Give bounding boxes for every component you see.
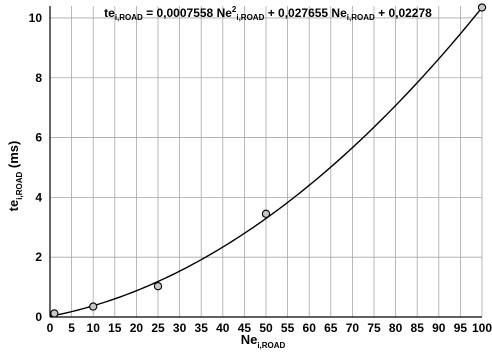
y-tick-label: 4 [35,190,42,204]
y-tick-label: 8 [35,71,42,85]
y-tick-label: 6 [35,131,42,145]
x-tick-label: 40 [216,321,230,335]
equation-subscript-2: i,ROAD [347,13,375,22]
x-tick-label: 50 [259,321,273,335]
x-tick-label: 20 [130,321,144,335]
x-axis-title-subscript: i,ROAD [257,341,285,350]
x-tick-label: 100 [472,321,492,335]
trendline-group [49,7,483,318]
x-tick-label: 75 [367,321,381,335]
x-tick-label: 65 [324,321,338,335]
x-tick-label: 25 [151,321,165,335]
data-point [153,282,163,291]
equation-part-2: + 0,027655 Ne [264,6,347,20]
data-points [50,3,487,318]
x-tick-label: 5 [68,321,75,335]
x-tick-label: 60 [303,321,317,335]
data-point [261,209,271,218]
x-axis-title: Nei,ROAD [241,332,286,350]
plot-frame [49,6,482,318]
x-tick-label: 15 [108,321,122,335]
x-tick-label: 80 [389,321,403,335]
equation-label: tei,ROAD = 0,0007558 Ne2i,ROAD + 0,02765… [104,5,432,22]
x-tick-label: 95 [454,321,468,335]
x-tick-labels: 0 5 10 15 20 25 30 35 40 45 50 55 60 65 70 75 80 85 90 95 10… [47,321,492,335]
x-tick-label: 85 [411,321,425,335]
trendline [49,7,483,318]
data-point [89,302,98,311]
equation-part-3: + 0,02278 [375,6,432,20]
x-tick-label: 55 [281,321,295,335]
y-tick-label: 10 [29,11,43,25]
y-axis-title-unit: (ms) [6,141,21,172]
equation-superscript: 2 [232,5,237,14]
equation-subscript-1: i,ROAD [236,13,264,22]
y-axis-title-subscript: i,ROAD [15,172,24,200]
x-tick-label: 30 [173,321,187,335]
x-tick-label: 70 [346,321,360,335]
y-tick-labels: 0 2 4 6 8 10 [29,11,43,324]
x-tick-label: 35 [195,321,209,335]
x-tick-label: 45 [238,321,252,335]
y-tick-label: 0 [35,310,42,324]
y-tick-label: 2 [35,250,42,264]
equation-part-1: = 0,0007558 Ne [143,6,232,20]
equation-lhs: te [104,6,115,20]
x-tick-label: 10 [87,321,101,335]
y-axis-title: tei,ROAD (ms) [6,141,24,212]
y-axis-title-main: te [6,200,21,212]
grid [49,6,483,318]
data-point [50,309,59,318]
equation-lhs-subscript: i,ROAD [115,13,143,22]
x-axis-title-main: Ne [241,332,258,347]
data-point [477,3,487,12]
x-tick-label: 0 [47,321,54,335]
x-tick-label: 90 [432,321,446,335]
